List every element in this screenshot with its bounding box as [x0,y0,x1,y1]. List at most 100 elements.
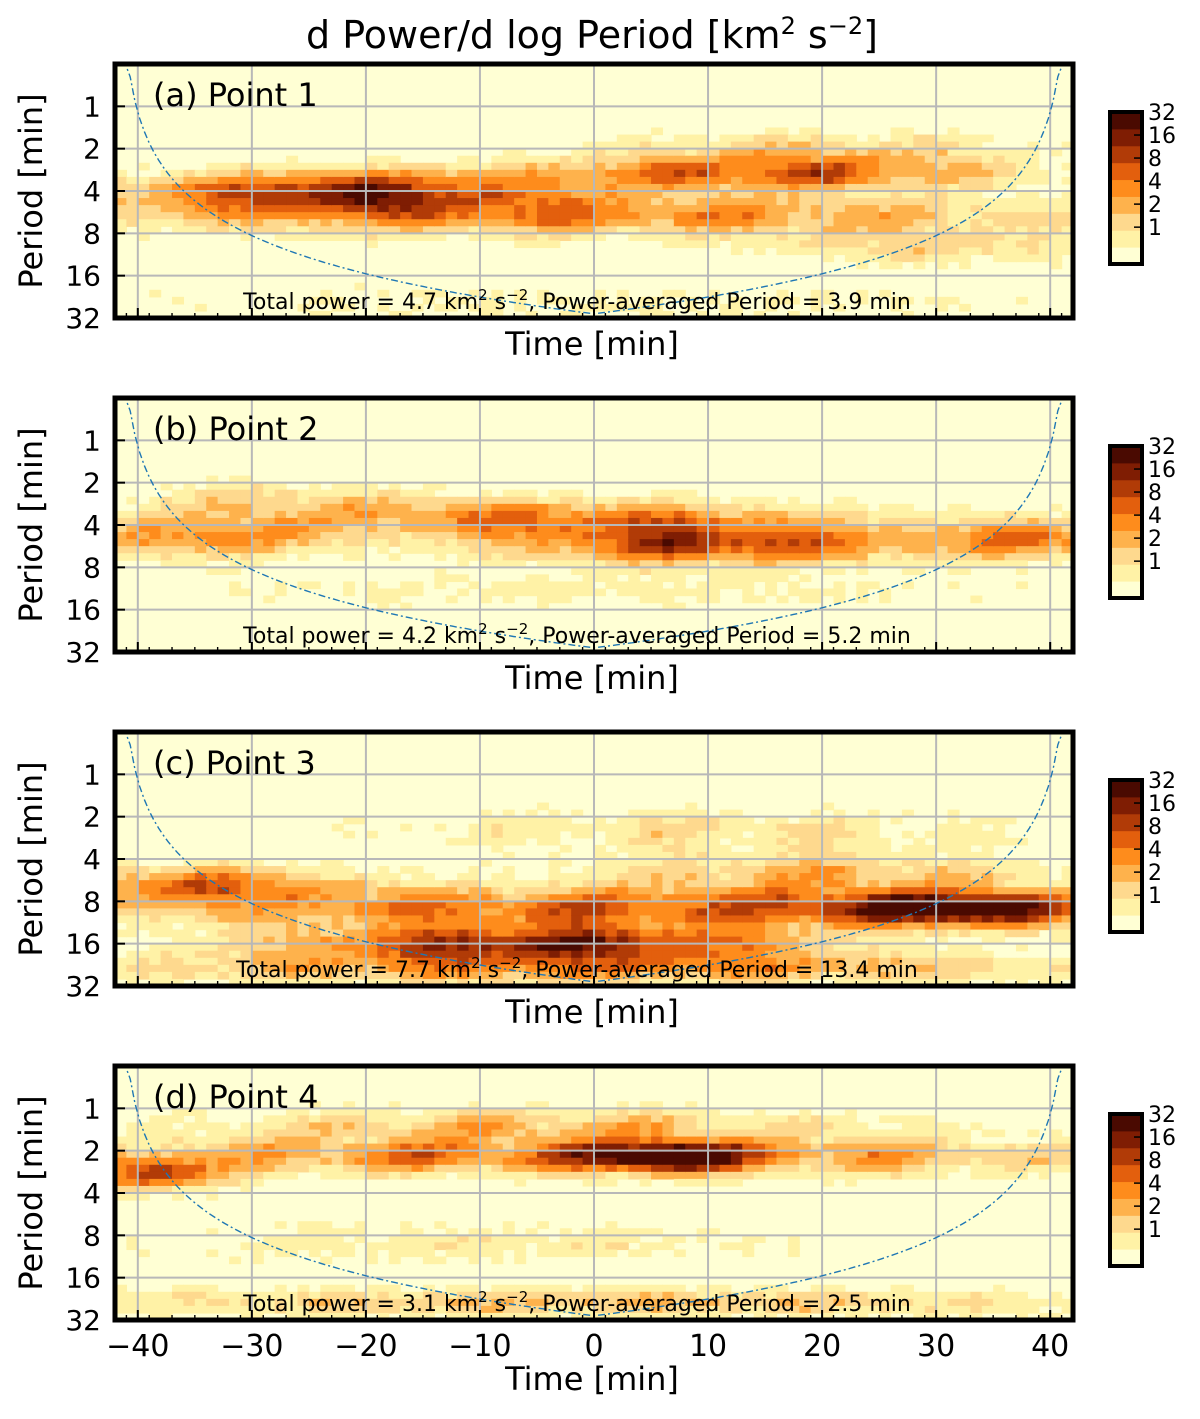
heatmap-cell [833,950,846,959]
heatmap-cell [810,823,823,832]
heatmap-cell [856,837,869,846]
heatmap-cell [947,560,960,568]
heatmap-cell [571,978,584,986]
heatmap-cell [149,546,162,554]
heatmap-cell [548,957,561,966]
heatmap-cell [696,517,709,526]
heatmap-cell [1004,183,1017,192]
heatmap-cell [274,1305,287,1314]
colorbar-tick-label: 16 [1148,792,1176,817]
heatmap-cell [172,1164,185,1173]
heatmap-cell [616,503,629,512]
heatmap-cell [479,908,492,917]
heatmap-cell [1061,510,1073,519]
heatmap-cell [936,510,949,519]
heatmap-cell [240,1122,253,1131]
heatmap-cell [468,162,481,171]
y-tick-label: 2 [83,467,101,500]
heatmap-cell [742,964,755,973]
heatmap-cell [194,1178,207,1187]
heatmap-cell [833,141,846,150]
heatmap-cell [890,546,903,554]
heatmap-cell [879,588,892,597]
heatmap-cell [890,155,903,164]
heatmap-cell [525,1305,538,1314]
heatmap-cell [753,134,766,143]
heatmap-cell [137,546,150,554]
heatmap-cell [833,901,846,909]
heatmap-cell [582,212,595,220]
heatmap-cell [981,183,994,192]
heatmap-cell [822,943,835,952]
heatmap-cell [149,1115,162,1124]
heatmap-cell [320,1122,333,1131]
heatmap-cell [457,894,470,902]
heatmap-cell [115,866,127,874]
heatmap-cell [126,1185,139,1194]
heatmap-cell [149,183,162,192]
heatmap-cell [582,496,595,505]
heatmap-cell [616,873,629,881]
heatmap-cell [137,1164,150,1173]
heatmap-cell [571,567,584,575]
heatmap-cell [822,191,835,199]
heatmap-cell [879,289,892,298]
heatmap-cell [400,866,413,874]
heatmap-cell [514,816,527,825]
heatmap-cell [890,517,903,526]
heatmap-cell [594,1235,606,1243]
heatmap-cell [400,971,413,980]
heatmap-cell [263,510,276,519]
heatmap-cell [422,198,435,206]
heatmap-cell [308,1122,321,1131]
heatmap-cell [1027,894,1040,902]
heatmap-cell [365,525,378,533]
heatmap-cell [229,894,242,902]
heatmap-cell [411,1228,424,1236]
heatmap-cell [913,957,926,966]
heatmap-cell [810,233,823,241]
heatmap-cell [286,1171,299,1180]
heatmap-cell [559,823,572,832]
heatmap-cell [879,183,892,192]
heatmap-cell [126,1242,139,1251]
heatmap-cell [685,183,698,192]
heatmap-cell [445,595,458,604]
heatmap-cell [571,553,584,561]
heatmap-cell [343,1228,356,1236]
heatmap-cell [1050,212,1063,220]
heatmap-cell [787,950,800,959]
heatmap-cell [913,971,926,980]
heatmap-cell [776,830,789,839]
figure-title: d Power/d log Period [km2 s−2] [306,12,878,57]
heatmap-cell [160,198,173,206]
heatmap-cell [844,191,857,199]
heatmap-cell [1027,517,1040,526]
heatmap-cell [844,851,857,860]
heatmap-cell [115,908,127,917]
heatmap-cell [217,880,230,888]
heatmap-cell [320,1108,333,1116]
heatmap-cell [696,964,709,973]
heatmap-cell [822,162,835,171]
heatmap-cell [1004,212,1017,220]
heatmap-cell [445,915,458,924]
heatmap-cell [708,851,721,860]
heatmap-cell [320,532,333,540]
heatmap-cell [582,929,595,938]
heatmap-cell [445,1129,458,1138]
heatmap-cell [115,219,127,227]
heatmap-cell [206,873,219,881]
heatmap-cell [377,894,390,902]
heatmap-cell [206,1228,219,1236]
heatmap-cell [958,943,971,952]
heatmap-cell [867,943,880,952]
heatmap-cell [434,901,447,909]
heatmap-cell [343,539,356,547]
heatmap-cell [536,908,549,917]
heatmap-cell [708,191,721,199]
heatmap-cell [297,908,310,917]
heatmap-cell [901,915,914,924]
heatmap-cell [160,1185,173,1194]
heatmap-cell [479,303,492,312]
